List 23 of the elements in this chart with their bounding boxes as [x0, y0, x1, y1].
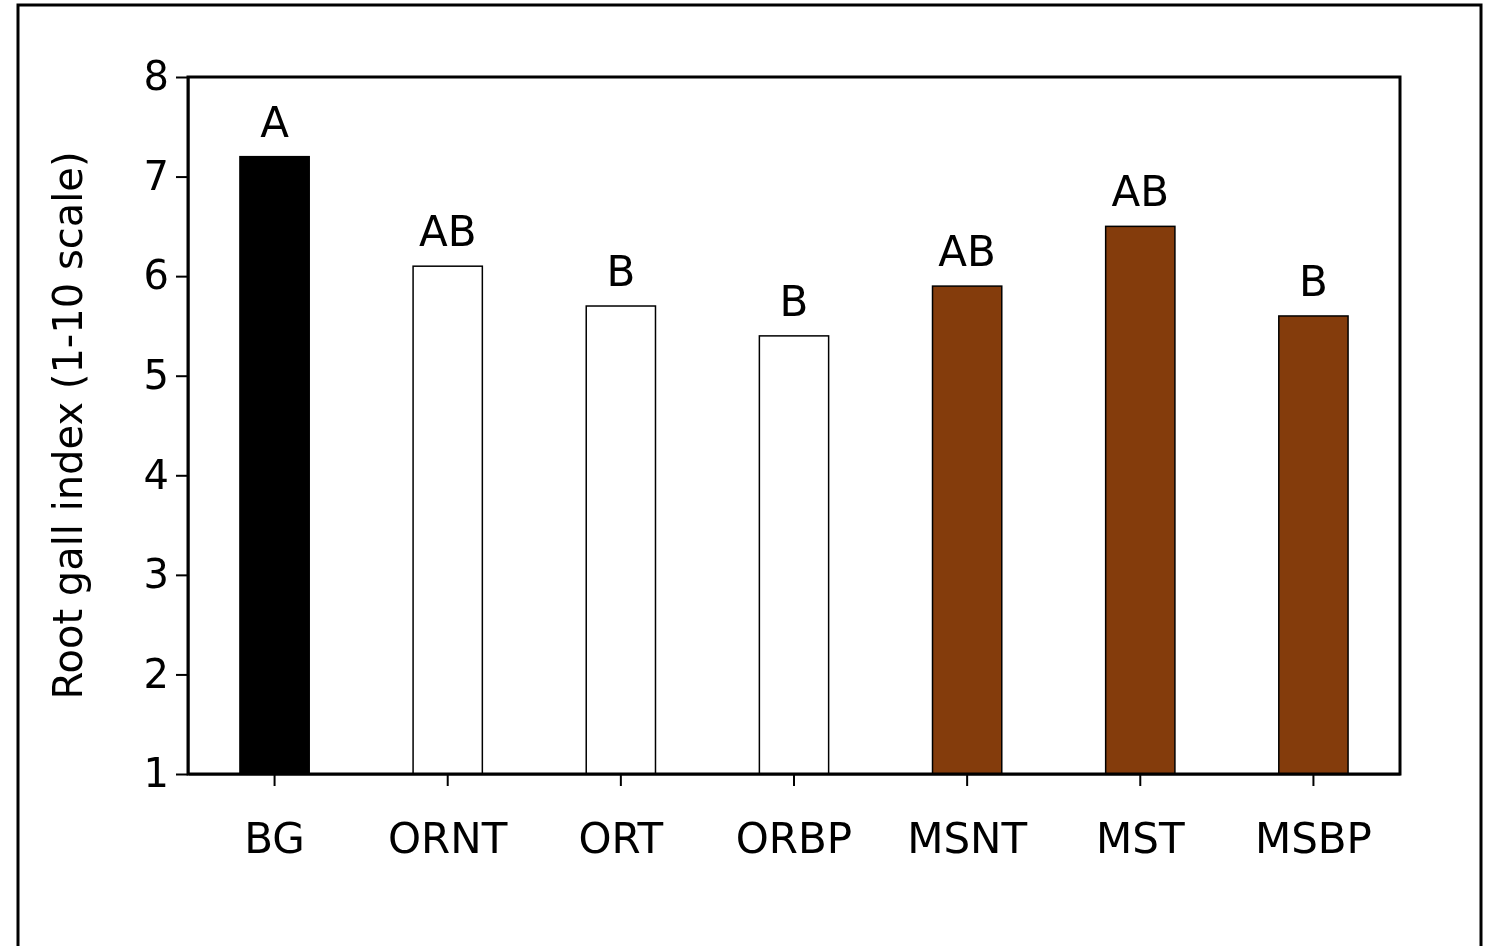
x-tick-label: ORNT [388, 814, 508, 863]
y-tick-label: 5 [143, 352, 169, 399]
y-tick-label: 7 [143, 152, 169, 199]
x-tick-label: ORT [578, 814, 664, 863]
annotation: AB [418, 207, 477, 257]
y-tick-label: 6 [143, 252, 169, 299]
y-tick-label: 4 [143, 451, 169, 498]
annotation: B [1299, 256, 1328, 306]
x-tick-label: BG [244, 814, 305, 863]
x-tick-label: MST [1096, 814, 1185, 863]
y-tick-label: 2 [143, 650, 169, 697]
annotation: B [606, 247, 636, 297]
y-tick-label: 8 [143, 53, 169, 100]
y-axis-title: Root gall index (1-10 scale) [45, 151, 91, 700]
x-tick-label: MSNT [907, 814, 1028, 863]
annotation: A [260, 97, 290, 147]
annotation: AB [938, 227, 996, 277]
x-tick-label: MSBP [1254, 814, 1372, 863]
annotation: B [779, 276, 809, 326]
x-tick-label: ORBP [735, 814, 853, 863]
y-tick-label: 1 [143, 750, 169, 797]
y-tick-label: 3 [143, 551, 169, 598]
annotation: AB [1111, 167, 1170, 217]
